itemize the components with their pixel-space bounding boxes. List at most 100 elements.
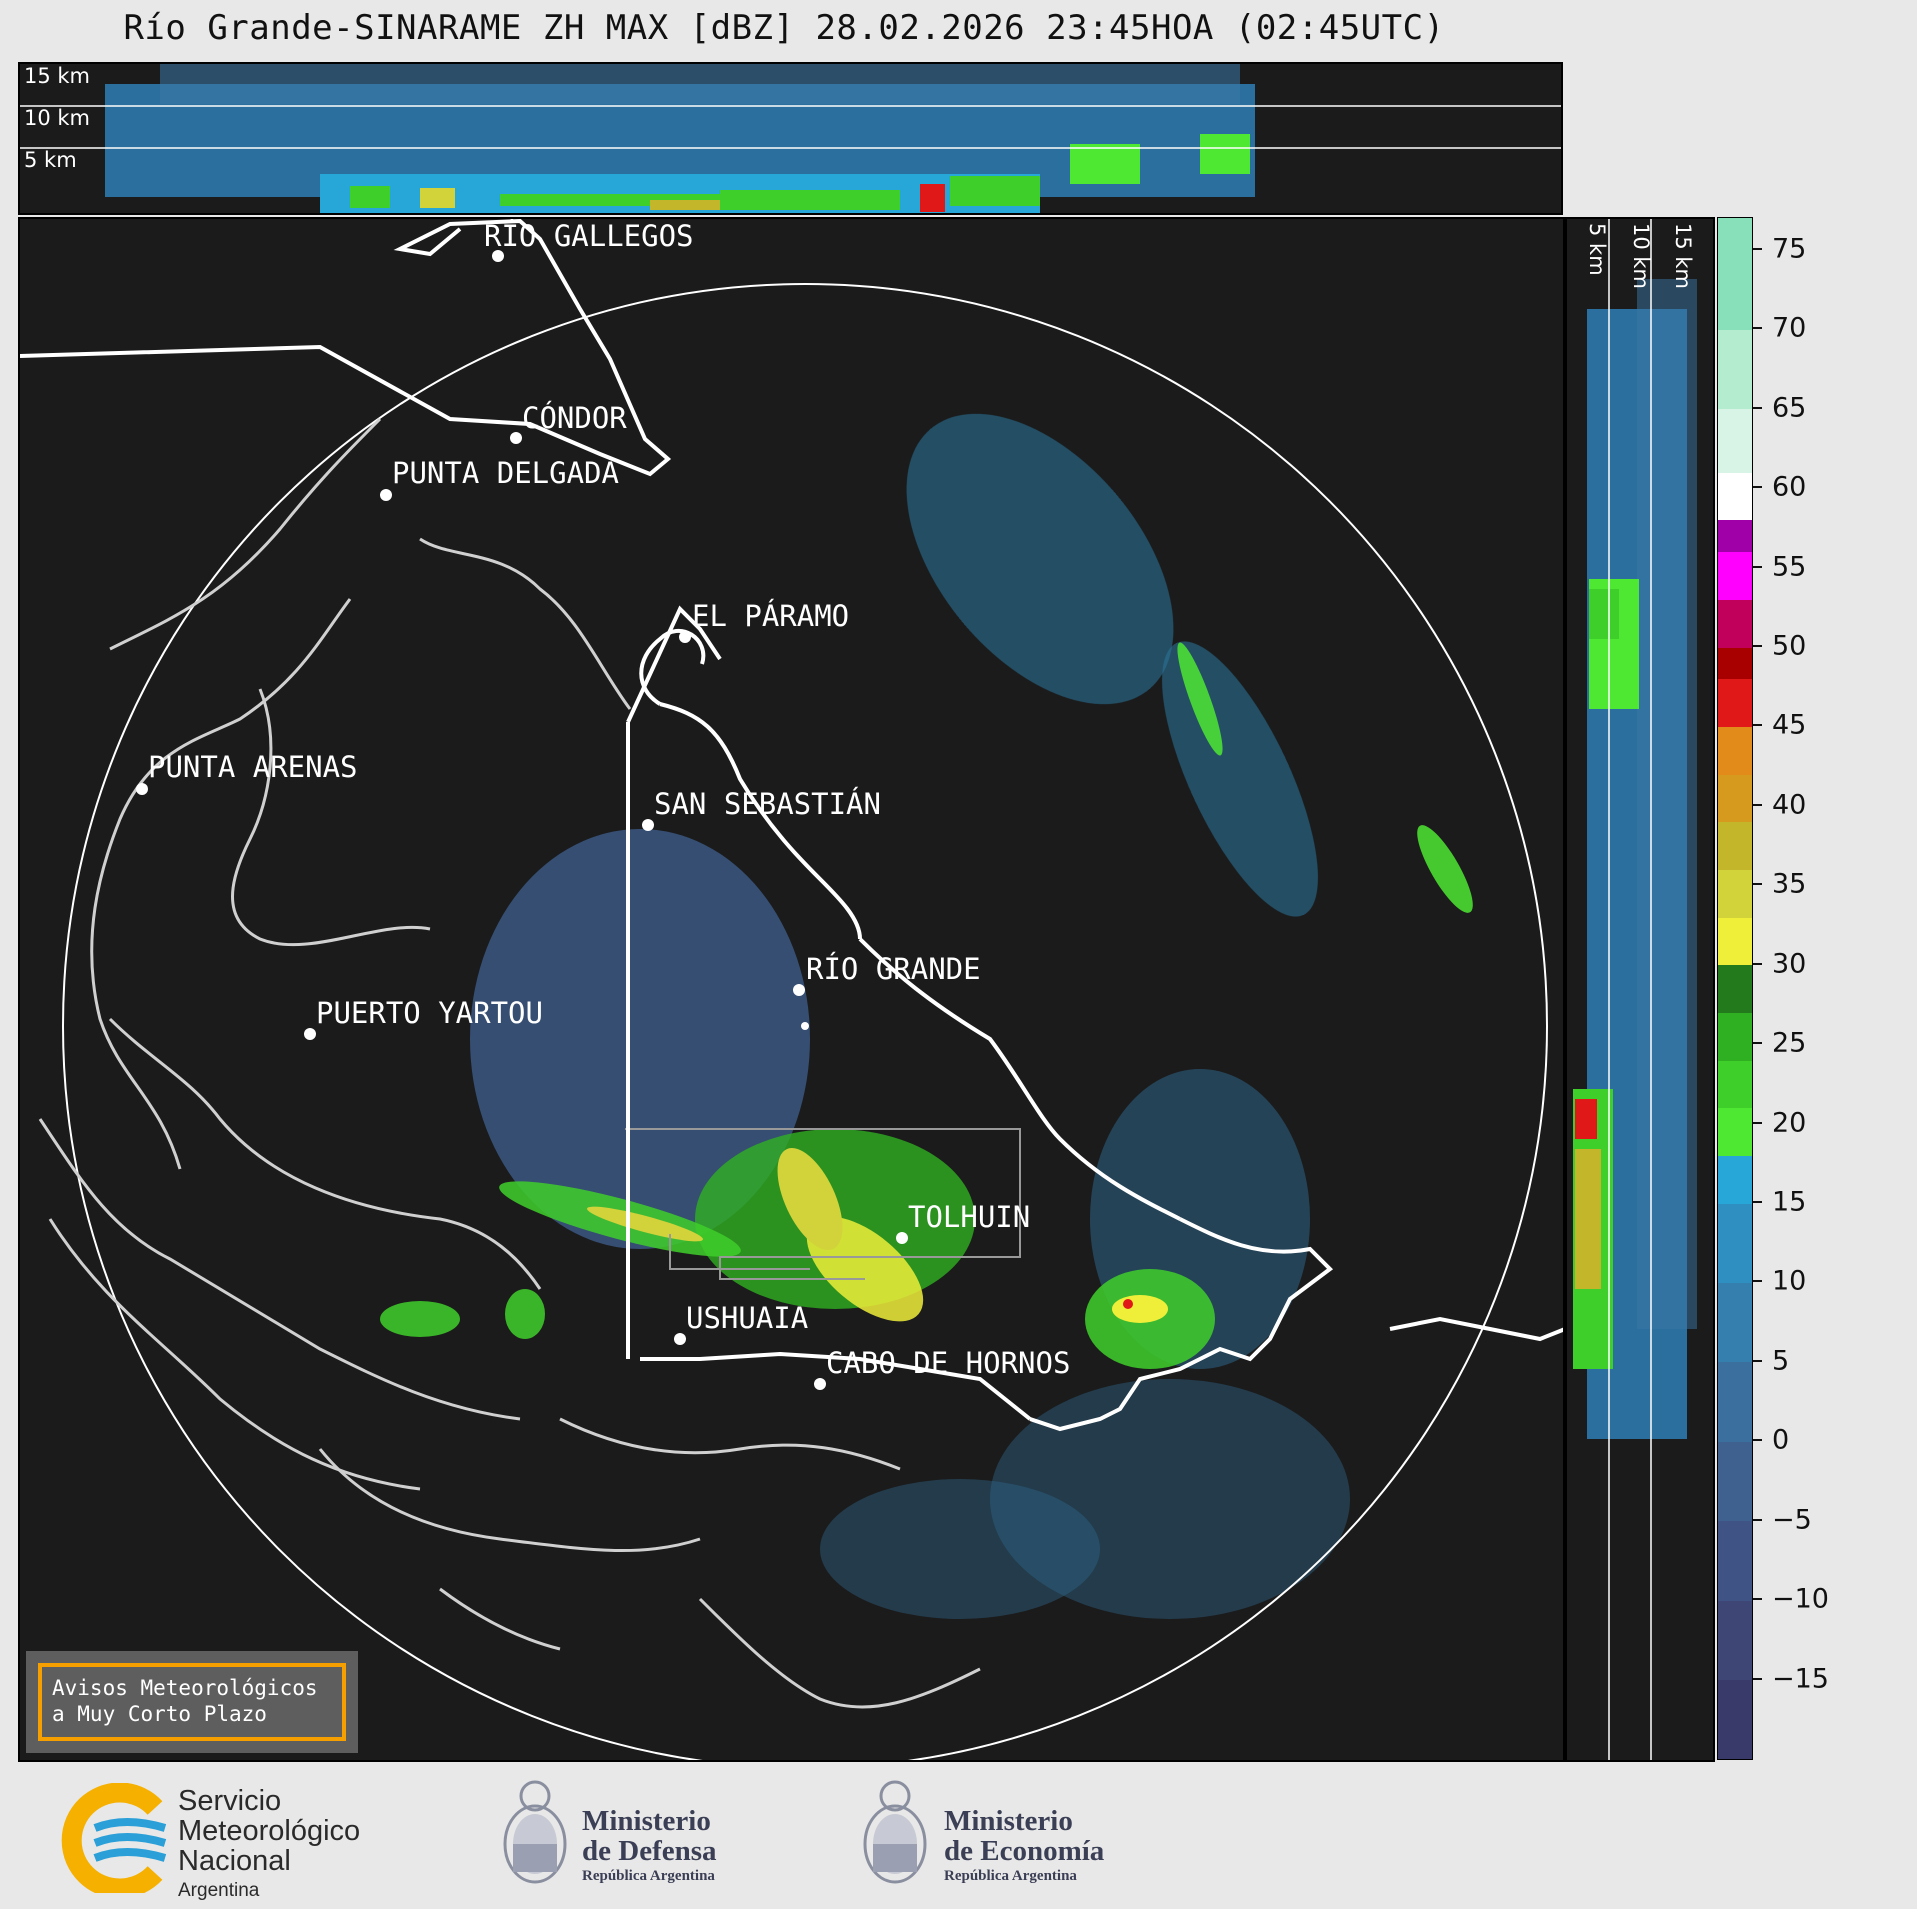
city-dot-punta-delgada	[380, 489, 392, 501]
city-dot-punta-arenas	[136, 783, 148, 795]
colorbar-band	[1718, 1520, 1752, 1601]
colorbar-band	[1718, 869, 1752, 918]
colorbar-band	[1718, 1059, 1752, 1109]
city-label-tolhuin: TOLHUIN	[908, 1200, 1031, 1234]
colorbar-tick-mark	[1753, 565, 1762, 568]
colorbar-tick-mark	[1753, 247, 1762, 250]
colorbar-band	[1718, 1282, 1752, 1363]
colorbar-tick-label: 65	[1772, 392, 1807, 424]
colorbar-tick-label: 20	[1772, 1107, 1807, 1139]
colorbar-tick-mark	[1753, 486, 1762, 489]
colorbar-tick-mark	[1753, 1598, 1762, 1601]
city-label-punta-delgada: PUNTA DELGADA	[392, 456, 619, 490]
side-height-label-10km: 10 km	[1629, 223, 1653, 290]
colorbar-band	[1718, 1012, 1752, 1061]
colorbar-band	[1718, 408, 1752, 473]
defensa-line-2: de Defensa	[582, 1835, 717, 1867]
colorbar-tick-label: 75	[1772, 233, 1807, 265]
city-dot-ushuaia	[674, 1333, 686, 1345]
colorbar-band	[1718, 646, 1752, 680]
city-label-ushuaia: USHUAIA	[686, 1301, 809, 1335]
side-height-label-15km: 15 km	[1671, 223, 1695, 290]
height-label-10km: 10 km	[24, 106, 91, 130]
coat-of-arms-icon	[503, 1780, 567, 1884]
colorbar-tick-label: 10	[1772, 1265, 1807, 1297]
smn-line-3: Nacional	[178, 1845, 291, 1877]
city-label-rio-grande: RÍO GRANDE	[806, 952, 981, 986]
side-height-label-5km: 5 km	[1585, 223, 1609, 276]
city-dot-tolhuin	[896, 1232, 908, 1244]
smn-logo-icon	[61, 1783, 167, 1893]
reflectivity-colorbar	[1717, 217, 1753, 1760]
top-height-profile: 15 km 10 km 5 km	[18, 62, 1563, 215]
colorbar-band	[1718, 821, 1752, 870]
city-label-puerto-yartou: PUERTO YARTOU	[316, 996, 543, 1030]
colorbar-tick-mark	[1753, 1280, 1762, 1283]
colorbar-tick-mark	[1753, 724, 1762, 727]
colorbar-tick-label: 5	[1772, 1345, 1790, 1377]
defensa-line-3: República Argentina	[582, 1868, 715, 1884]
colorbar-band	[1718, 726, 1752, 775]
city-dot-el-paramo	[679, 631, 691, 643]
city-label-condor: CÓNDOR	[522, 401, 627, 435]
notice-box[interactable]: Avisos Meteorológicos a Muy Corto Plazo	[26, 1651, 358, 1753]
colorbar-tick-mark	[1753, 406, 1762, 409]
colorbar-band	[1718, 774, 1752, 823]
city-dot-rio-gallegos	[492, 250, 504, 262]
colorbar-tick-label: 55	[1772, 551, 1807, 582]
colorbar-band	[1718, 218, 1752, 330]
colorbar-tick-mark	[1753, 962, 1762, 965]
colorbar-tick-label: −10	[1772, 1583, 1829, 1615]
coat-of-arms-icon	[863, 1780, 927, 1884]
colorbar-band	[1718, 519, 1752, 553]
side-height-profile: 5 km 10 km 15 km	[1565, 217, 1715, 1762]
economia-line-2: de Economía	[944, 1835, 1105, 1867]
economia-line-3: República Argentina	[944, 1868, 1077, 1884]
colorbar-band	[1718, 1600, 1752, 1681]
colorbar-tick-label: 60	[1772, 471, 1807, 503]
smn-line-1: Servicio	[178, 1785, 282, 1817]
colorbar-tick-mark	[1753, 327, 1762, 330]
notice-line-2: a Muy Corto Plazo	[52, 1702, 267, 1726]
smn-line-4: Argentina	[178, 1880, 260, 1901]
colorbar-tick-mark	[1753, 1200, 1762, 1203]
colorbar-tick-label: −5	[1772, 1504, 1812, 1536]
colorbar-band	[1718, 964, 1752, 1013]
colorbar-tick-label: 70	[1772, 312, 1807, 344]
colorbar-band	[1718, 551, 1752, 600]
map-title: Río Grande-SINARAME ZH MAX [dBZ] 28.02.2…	[123, 8, 1445, 48]
colorbar-band	[1718, 1441, 1752, 1522]
colorbar-tick-mark	[1753, 1042, 1762, 1045]
colorbar-band	[1718, 1679, 1752, 1759]
colorbar-band	[1718, 329, 1752, 410]
height-label-5km: 5 km	[24, 148, 77, 172]
colorbar-tick-mark	[1753, 1677, 1762, 1680]
colorbar-tick-label: 35	[1772, 868, 1807, 900]
city-label-punta-arenas: PUNTA ARENAS	[148, 750, 358, 784]
colorbar-band	[1718, 1155, 1752, 1204]
radar-map[interactable]: RÍO GALLEGOS CÓNDOR PUNTA DELGADA EL PÁR…	[18, 217, 1565, 1762]
colorbar-tick-label: 15	[1772, 1186, 1807, 1218]
city-label-el-paramo: EL PÁRAMO	[692, 599, 850, 633]
defensa-line-1: Ministerio	[582, 1805, 711, 1837]
colorbar-band	[1718, 1107, 1752, 1156]
colorbar-band	[1718, 678, 1752, 727]
city-label-san-sebastian: SAN SEBASTIÁN	[654, 787, 881, 821]
colorbar-tick-mark	[1753, 803, 1762, 806]
city-label-cabo-de-hornos: CABO DE HORNOS	[826, 1346, 1071, 1380]
colorbar-tick-mark	[1753, 1121, 1762, 1124]
city-label-rio-gallegos: RÍO GALLEGOS	[484, 219, 694, 253]
colorbar-tick-label: −15	[1772, 1663, 1829, 1695]
colorbar-tick-label: 45	[1772, 709, 1807, 741]
colorbar-tick-mark	[1753, 1359, 1762, 1362]
colorbar-tick-mark	[1753, 1439, 1762, 1442]
colorbar-tick-label: 40	[1772, 789, 1807, 821]
radar-map-graphics	[20, 219, 1563, 1760]
economia-line-1: Ministerio	[944, 1805, 1073, 1837]
colorbar-band	[1718, 917, 1752, 966]
city-dot-cabo-de-hornos	[814, 1378, 826, 1390]
city-dot-rio-grande	[793, 984, 805, 996]
colorbar-tick-label: 0	[1772, 1424, 1790, 1456]
city-dot-condor	[510, 432, 522, 444]
colorbar-tick-mark	[1753, 644, 1762, 647]
